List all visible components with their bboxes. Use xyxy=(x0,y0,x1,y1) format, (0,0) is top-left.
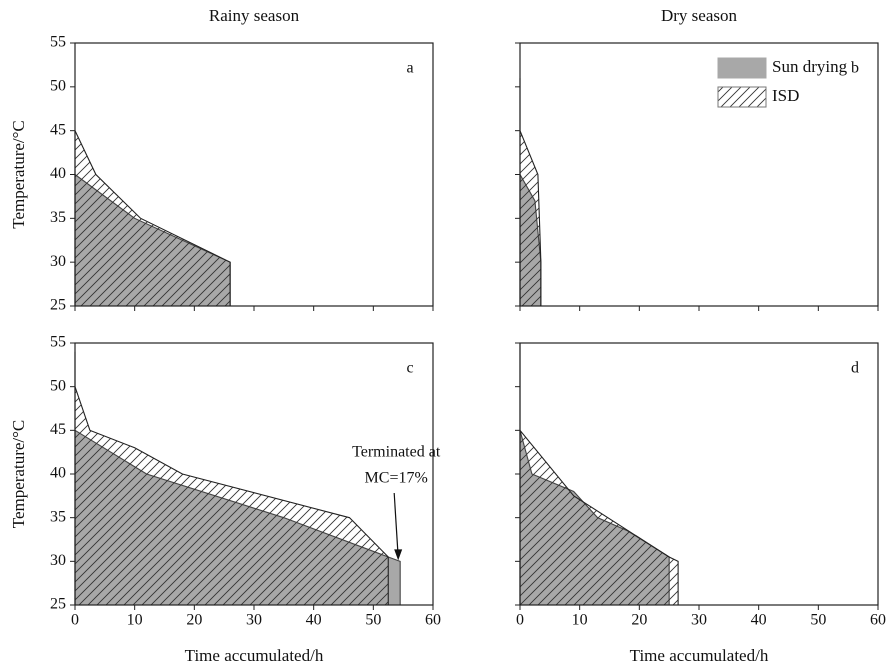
panel: 25 30 35 40 45 50 55 a Rainy season Temperature/°… xyxy=(9,6,434,314)
legend-swatch xyxy=(717,86,767,108)
y-tick-label: 35 xyxy=(50,209,66,226)
isd-area xyxy=(74,130,231,307)
x-tick-label: 10 xyxy=(572,612,588,629)
isd-area xyxy=(519,343,679,606)
isd-area xyxy=(74,351,389,606)
column-title: Rainy season xyxy=(209,6,300,25)
y-tick-label: 25 xyxy=(50,297,66,314)
x-tick-label: 20 xyxy=(186,612,202,629)
x-tick-label: 30 xyxy=(691,612,707,629)
panel-letter: c xyxy=(406,360,413,377)
x-tick-label: 50 xyxy=(365,612,381,629)
y-tick-label: 30 xyxy=(50,253,66,270)
y-tick-label: 55 xyxy=(50,34,66,51)
legend-label: Sun drying xyxy=(772,57,848,76)
plot-frame xyxy=(519,42,879,307)
y-tick-label: 55 xyxy=(50,334,66,351)
y-tick-label: 40 xyxy=(50,465,66,482)
y-tick-label: 25 xyxy=(50,596,66,613)
annotation-arrowhead xyxy=(394,549,403,561)
x-tick-label: 30 xyxy=(246,612,262,629)
x-tick-label: 40 xyxy=(751,612,767,629)
x-tick-label: 60 xyxy=(425,612,441,629)
x-tick-label: 40 xyxy=(306,612,322,629)
legend-label: ISD xyxy=(772,86,799,105)
y-tick-label: 30 xyxy=(50,552,66,569)
panel-letter: b xyxy=(851,60,859,77)
legend-swatch xyxy=(717,57,767,79)
x-tick-label: 60 xyxy=(870,612,886,629)
y-tick-label: 50 xyxy=(50,78,66,95)
x-tick-label: 0 xyxy=(516,612,524,629)
x-tick-label: 20 xyxy=(631,612,647,629)
panel: 0 10 20 30 40 50 60 d Time accumulated/h xyxy=(515,342,886,665)
x-axis-label: Time accumulated/h xyxy=(630,646,769,665)
x-tick-label: 0 xyxy=(71,612,79,629)
x-axis-label: Time accumulated/h xyxy=(185,646,324,665)
panel-letter: d xyxy=(851,360,859,377)
annotation-arrow xyxy=(393,492,399,558)
y-tick-label: 35 xyxy=(50,508,66,525)
panel-letter: a xyxy=(406,60,413,77)
y-axis-label: Temperature/°C xyxy=(9,120,28,229)
y-tick-label: 40 xyxy=(50,165,66,182)
panel: 0 10 20 30 40 50 60 25 30 35 40 45 50 55 c Temperature/… xyxy=(9,334,441,665)
x-tick-label: 10 xyxy=(127,612,143,629)
column-title: Dry season xyxy=(661,6,738,25)
isd-area xyxy=(519,78,542,307)
panel: b Dry season Sun drying ISD xyxy=(515,6,879,311)
annotation: Terminated at xyxy=(352,444,441,461)
annotation: MC=17% xyxy=(365,470,428,487)
x-tick-label: 50 xyxy=(810,612,826,629)
y-tick-label: 50 xyxy=(50,377,66,394)
y-tick-label: 45 xyxy=(50,121,66,138)
y-tick-label: 45 xyxy=(50,421,66,438)
y-axis-label: Temperature/°C xyxy=(9,420,28,529)
